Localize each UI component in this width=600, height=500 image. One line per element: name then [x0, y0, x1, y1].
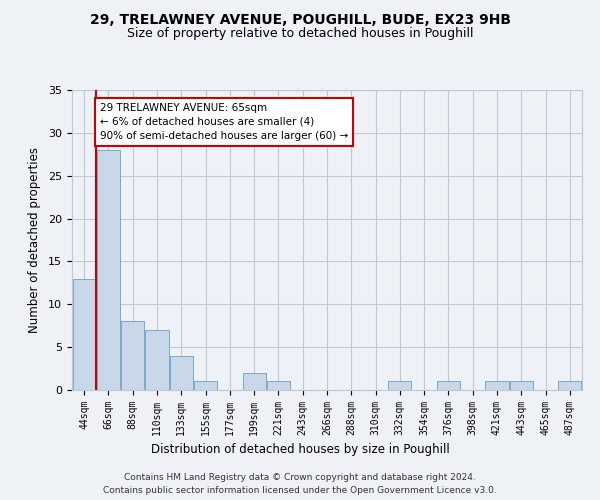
Text: Contains HM Land Registry data © Crown copyright and database right 2024.: Contains HM Land Registry data © Crown c…: [124, 472, 476, 482]
Y-axis label: Number of detached properties: Number of detached properties: [28, 147, 41, 333]
Text: 29, TRELAWNEY AVENUE, POUGHILL, BUDE, EX23 9HB: 29, TRELAWNEY AVENUE, POUGHILL, BUDE, EX…: [89, 12, 511, 26]
Bar: [194, 382, 217, 390]
Text: Size of property relative to detached houses in Poughill: Size of property relative to detached ho…: [127, 28, 473, 40]
Bar: [485, 382, 509, 390]
Bar: [145, 330, 169, 390]
Bar: [388, 382, 412, 390]
Bar: [121, 322, 144, 390]
Bar: [267, 382, 290, 390]
Bar: [559, 382, 581, 390]
Bar: [437, 382, 460, 390]
Bar: [97, 150, 120, 390]
Bar: [242, 373, 266, 390]
Bar: [170, 356, 193, 390]
Text: Distribution of detached houses by size in Poughill: Distribution of detached houses by size …: [151, 442, 449, 456]
Bar: [73, 278, 95, 390]
Text: 29 TRELAWNEY AVENUE: 65sqm
← 6% of detached houses are smaller (4)
90% of semi-d: 29 TRELAWNEY AVENUE: 65sqm ← 6% of detac…: [100, 103, 348, 141]
Text: Contains public sector information licensed under the Open Government Licence v3: Contains public sector information licen…: [103, 486, 497, 495]
Bar: [510, 382, 533, 390]
